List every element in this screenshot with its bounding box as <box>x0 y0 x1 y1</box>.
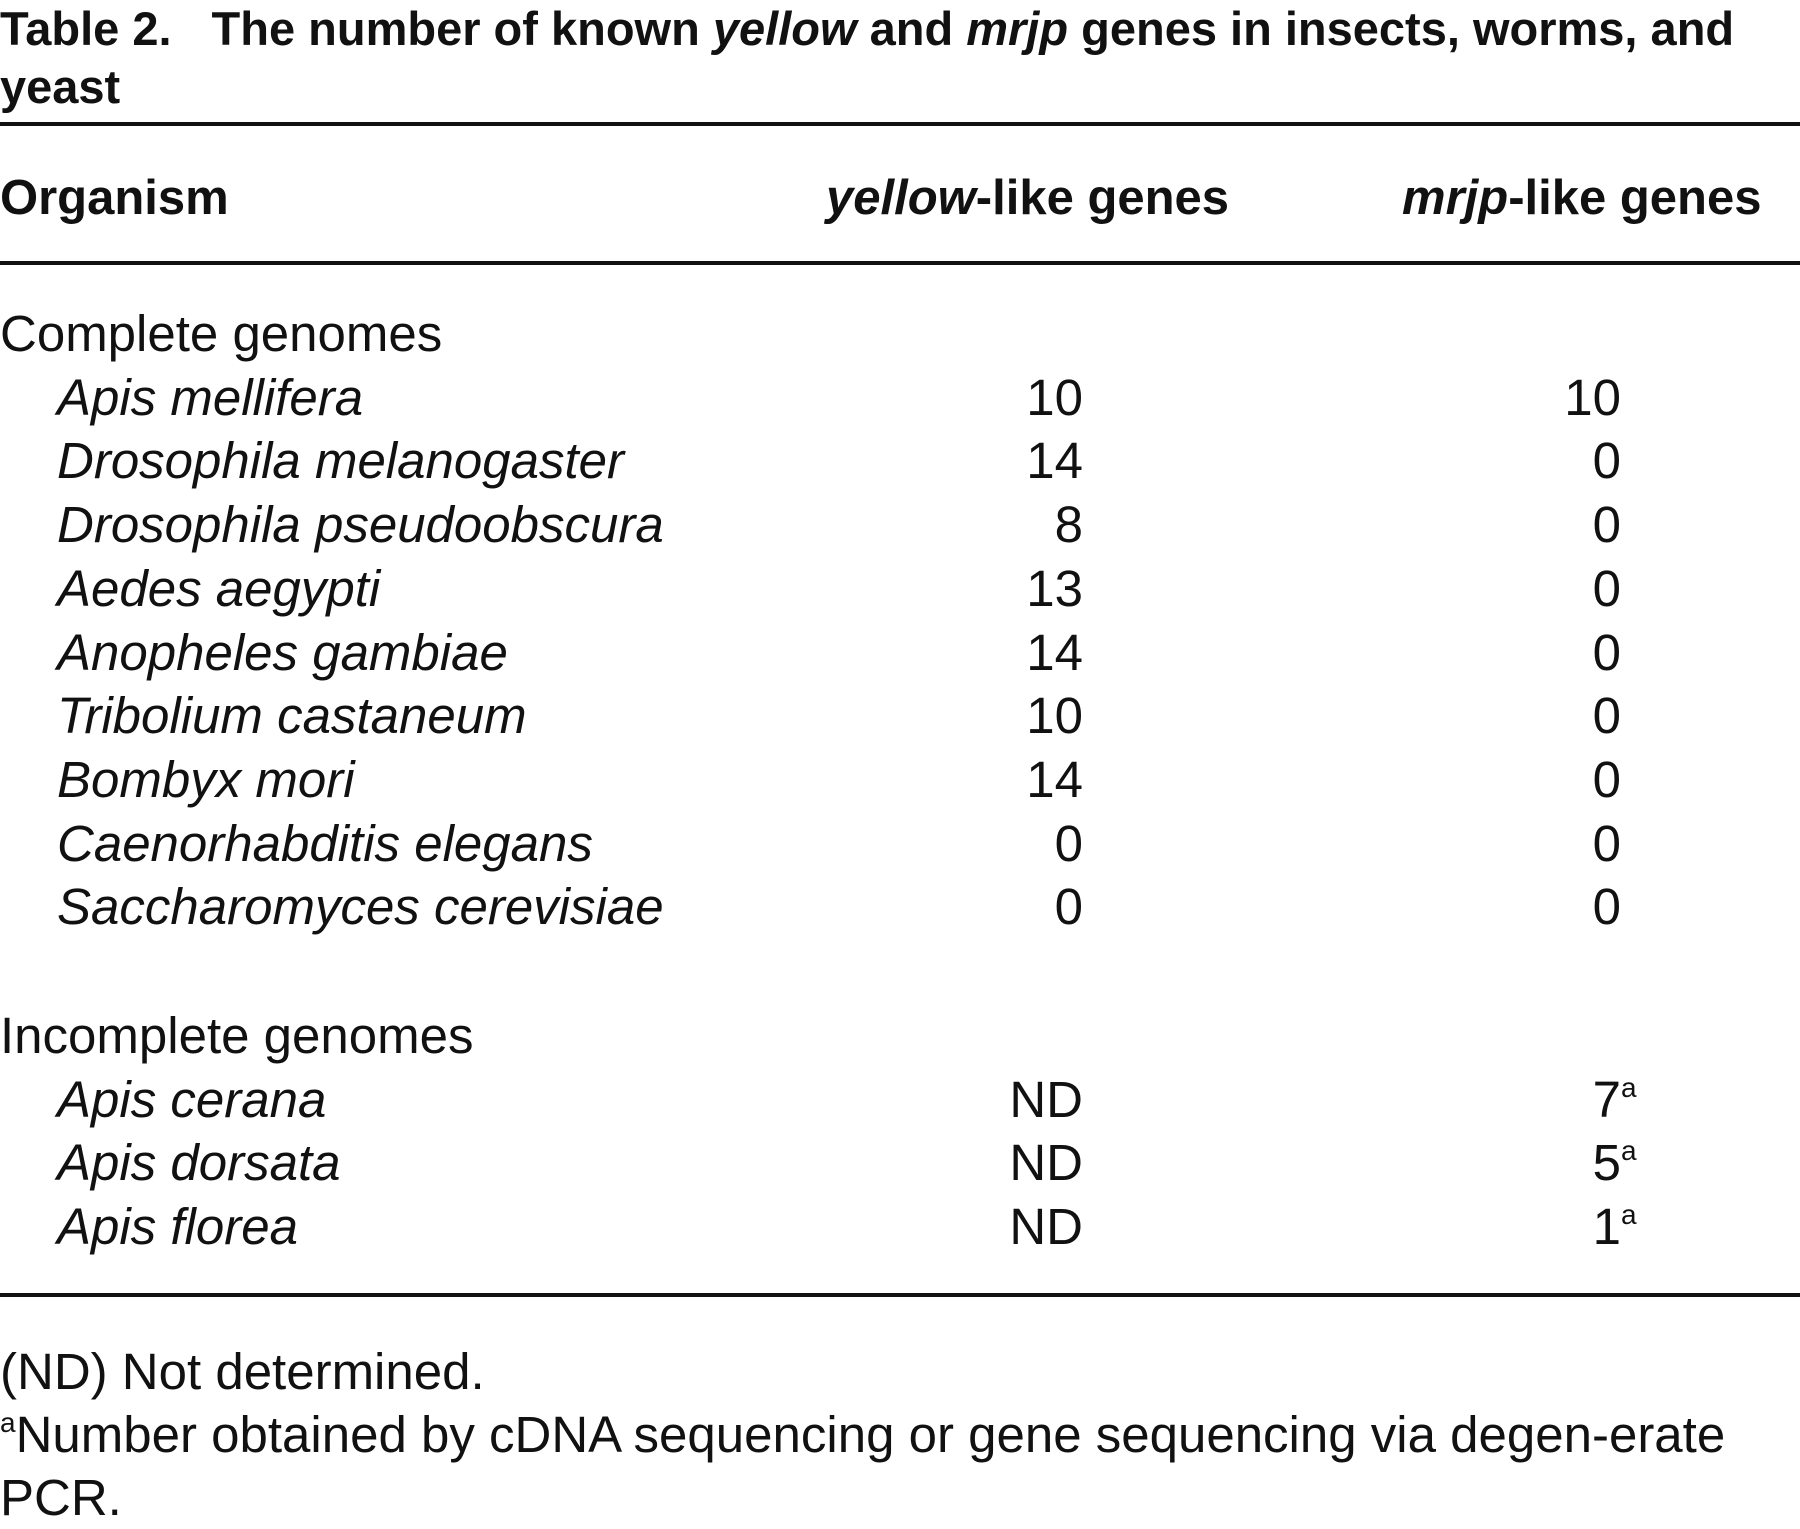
mrjp-count: 0 <box>1592 750 1621 808</box>
mrjp-cell: 1a <box>1421 1195 1681 1259</box>
column-header: mrjp-like genes <box>1402 166 1761 230</box>
footnote-text: Number obtained by cDNA sequencing or ge… <box>0 1406 1726 1526</box>
rule <box>0 122 1800 126</box>
yellow-count: 10 <box>1026 687 1083 745</box>
mrjp-count: 0 <box>1592 878 1621 936</box>
mrjp-count: 0 <box>1592 814 1621 872</box>
mrjp-count: 5 <box>1592 1134 1621 1192</box>
yellow-count: 8 <box>1054 496 1083 554</box>
organism: Apis mellifera <box>57 368 364 426</box>
mrjp-count: 0 <box>1592 687 1621 745</box>
table-label: Table 2. <box>0 2 172 55</box>
header-text: -like genes <box>975 171 1230 225</box>
organism: Bombyx mori <box>57 750 355 808</box>
yellow-count: 13 <box>1026 559 1083 617</box>
footnote-mark: a <box>0 1407 16 1438</box>
mrjp-cell: 0 <box>1421 493 1681 557</box>
mrjp-cell: 0 <box>1421 875 1681 939</box>
title-text: The number of known <box>211 2 713 55</box>
column-header: yellow-like genes <box>826 166 1229 230</box>
title-text: mrjp <box>966 2 1069 55</box>
organism: Caenorhabditis elegans <box>57 814 593 872</box>
title-text: yellow <box>712 2 857 55</box>
mrjp-count: 0 <box>1592 496 1621 554</box>
mrjp-count: 1 <box>1592 1198 1621 1256</box>
organism: Apis cerana <box>57 1070 327 1128</box>
mrjp-cell: 0 <box>1421 748 1681 812</box>
organism: Apis florea <box>57 1198 298 1256</box>
yellow-count: 0 <box>1054 814 1083 872</box>
note-mark: a <box>1621 1135 1637 1167</box>
organism: Aedes aegypti <box>57 559 381 617</box>
mrjp-count: 7 <box>1592 1070 1621 1128</box>
organism: Drosophila melanogaster <box>57 432 624 490</box>
mrjp-count: 0 <box>1592 623 1621 681</box>
mrjp-cell: 0 <box>1421 429 1681 493</box>
header-italic: yellow <box>826 171 976 225</box>
organism: Apis dorsata <box>57 1134 341 1192</box>
mrjp-cell: 0 <box>1421 621 1681 685</box>
mrjp-cell: 7a <box>1421 1068 1681 1132</box>
mrjp-count: 0 <box>1592 559 1621 617</box>
rule <box>0 261 1800 265</box>
organism: Drosophila pseudoobscura <box>57 496 664 554</box>
mrjp-count: 0 <box>1592 432 1621 490</box>
yellow-count: ND <box>1009 1070 1083 1128</box>
footnote: aNumber obtained by cDNA sequencing or g… <box>0 1403 1795 1529</box>
footnotes: (ND) Not determined. aNumber obtained by… <box>0 1340 1795 1529</box>
yellow-count: 0 <box>1054 878 1083 936</box>
yellow-count: ND <box>1009 1134 1083 1192</box>
mrjp-cell: 5a <box>1421 1131 1681 1195</box>
yellow-count: 14 <box>1026 432 1083 490</box>
mrjp-cell: 0 <box>1421 812 1681 876</box>
mrjp-cell: 10 <box>1421 366 1681 430</box>
table-title: Table 2. The number of known yellow and m… <box>0 0 1790 116</box>
organism: Tribolium castaneum <box>57 687 527 745</box>
yellow-count: 14 <box>1026 623 1083 681</box>
yellow-count: 14 <box>1026 750 1083 808</box>
note-mark: a <box>1621 1199 1637 1231</box>
column-header: Organism <box>0 171 229 225</box>
mrjp-cell: 0 <box>1421 684 1681 748</box>
organism: Saccharomyces cerevisiae <box>57 878 664 936</box>
title-text: genes in insects, worms, and yeast <box>0 2 1735 113</box>
rule <box>0 1293 1800 1297</box>
title-text: and <box>856 2 967 55</box>
section-title: Incomplete genomes <box>0 1007 474 1064</box>
yellow-count: 10 <box>1026 368 1083 426</box>
section-title: Complete genomes <box>0 305 443 362</box>
header-italic: mrjp <box>1402 171 1509 225</box>
footnote: (ND) Not determined. <box>0 1343 485 1400</box>
note-mark: a <box>1621 1071 1637 1103</box>
organism: Anopheles gambiae <box>57 623 508 681</box>
mrjp-cell: 0 <box>1421 557 1681 621</box>
mrjp-count: 10 <box>1564 368 1621 426</box>
yellow-count: ND <box>1009 1198 1083 1256</box>
header-text: -like genes <box>1508 171 1762 225</box>
